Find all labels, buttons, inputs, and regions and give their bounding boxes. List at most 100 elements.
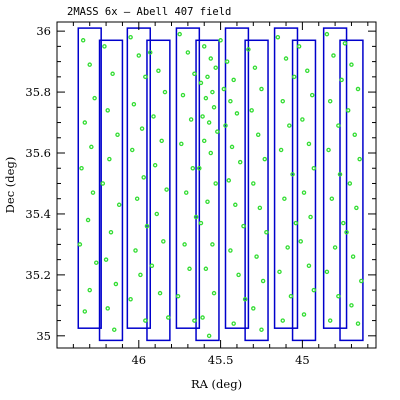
source-point (350, 304, 353, 307)
source-point (80, 167, 83, 170)
source-point (106, 307, 109, 310)
source-point (356, 322, 359, 325)
scan-strip-1 (78, 28, 101, 328)
scan-strip-9 (275, 28, 298, 328)
source-point (90, 145, 93, 148)
source-point (136, 197, 139, 200)
source-point (178, 33, 181, 36)
source-point (252, 307, 255, 310)
source-point (262, 279, 265, 282)
source-point (330, 197, 333, 200)
source-point (88, 63, 91, 66)
source-point (237, 273, 240, 276)
source-point (181, 94, 184, 97)
source-point (281, 319, 284, 322)
y-tick-label: 35.6 (25, 146, 51, 160)
source-point (201, 115, 204, 118)
source-point (83, 310, 86, 313)
source-point (343, 42, 346, 45)
source-point (283, 197, 286, 200)
source-point (299, 240, 302, 243)
source-point (160, 139, 163, 142)
source-point (334, 246, 337, 249)
source-point (158, 292, 161, 295)
source-point (167, 316, 170, 319)
source-point (348, 182, 351, 185)
source-point (257, 133, 260, 136)
source-point (298, 45, 301, 48)
source-point (108, 158, 111, 161)
source-point (157, 69, 160, 72)
source-point (309, 215, 312, 218)
source-point (104, 258, 107, 261)
source-point (209, 57, 212, 60)
source-point (199, 81, 202, 84)
source-point (222, 87, 225, 90)
source-point (337, 295, 340, 298)
source-point (142, 176, 145, 179)
source-point (293, 75, 296, 78)
source-point (332, 54, 335, 57)
source-point (204, 97, 207, 100)
source-point (252, 182, 255, 185)
source-point (82, 39, 85, 42)
source-point (234, 203, 237, 206)
source-point (203, 45, 206, 48)
source-point (325, 270, 328, 273)
source-point (190, 118, 193, 121)
source-point (129, 36, 132, 39)
source-point (232, 322, 235, 325)
source-point (209, 151, 212, 154)
source-point (337, 124, 340, 127)
source-point (83, 121, 86, 124)
source-point (212, 106, 215, 109)
source-point (211, 90, 214, 93)
source-point (162, 240, 165, 243)
source-point (155, 212, 158, 215)
source-points (78, 33, 363, 338)
source-point (193, 319, 196, 322)
y-tick-label: 35.4 (25, 207, 51, 221)
source-point (212, 292, 215, 295)
source-point (86, 218, 89, 221)
source-point (255, 255, 258, 258)
source-point (114, 282, 117, 285)
source-point (78, 243, 81, 246)
source-point (208, 334, 211, 337)
source-point (106, 109, 109, 112)
source-point (342, 221, 345, 224)
source-point (280, 148, 283, 151)
source-point (185, 191, 188, 194)
source-point (340, 78, 343, 81)
source-point (301, 118, 304, 121)
source-point (253, 66, 256, 69)
source-point (347, 109, 350, 112)
source-point (193, 72, 196, 75)
source-point (229, 249, 232, 252)
source-point (103, 45, 106, 48)
source-point (216, 130, 219, 133)
source-point (302, 191, 305, 194)
source-point (163, 90, 166, 93)
scan-strip-11 (324, 28, 347, 328)
source-point (284, 57, 287, 60)
source-point (260, 87, 263, 90)
source-point (312, 167, 315, 170)
scan-strips (78, 28, 363, 340)
source-point (351, 255, 354, 258)
source-point (288, 124, 291, 127)
source-point (278, 270, 281, 273)
source-point (150, 264, 153, 267)
source-point (131, 148, 134, 151)
source-point (239, 161, 242, 164)
source-point (139, 273, 142, 276)
source-point (306, 69, 309, 72)
source-point (232, 78, 235, 81)
source-point (227, 179, 230, 182)
source-point (95, 261, 98, 264)
y-tick-label: 36 (36, 24, 51, 38)
source-point (165, 188, 168, 191)
y-tick-label: 35.2 (25, 268, 51, 282)
source-point (214, 182, 217, 185)
scan-strip-10 (293, 40, 316, 340)
